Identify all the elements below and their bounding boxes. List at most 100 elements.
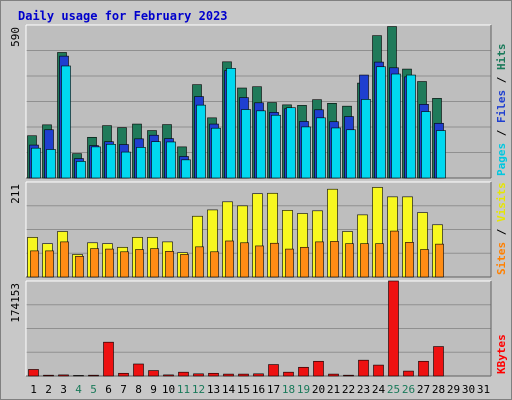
bar-pages-day-13 (211, 127, 221, 179)
bar-pages-day-5 (91, 146, 101, 179)
day-label: 8 (135, 383, 142, 396)
bar-sites-day-14 (225, 240, 234, 278)
bar-sites-day-5 (90, 248, 99, 278)
bar-kbytes-day-17 (268, 364, 279, 377)
bar-kbytes-day-14 (223, 373, 234, 377)
bar-pages-day-4 (76, 161, 86, 179)
bar-pages-day-27 (421, 111, 431, 179)
day-label: 28 (432, 383, 445, 396)
bar-pages-day-1 (31, 147, 41, 179)
bar-kbytes-day-15 (238, 373, 249, 377)
bar-pages-day-16 (256, 110, 266, 179)
bar-sites-day-16 (255, 245, 264, 278)
legend-entry: KBytes (495, 334, 508, 374)
bar-sites-day-8 (135, 249, 144, 278)
bar-pages-day-18 (286, 107, 296, 179)
bar-sites-day-4 (75, 255, 84, 278)
bar-sites-day-24 (375, 243, 384, 278)
bar-sites-day-6 (105, 248, 114, 278)
bar-pages-day-2 (46, 149, 56, 179)
day-label: 15 (237, 383, 250, 396)
bar-pages-day-24 (376, 66, 386, 179)
day-label: 24 (372, 383, 386, 396)
bar-sites-day-10 (165, 251, 174, 278)
day-label: 11 (177, 383, 190, 396)
bar-kbytes-day-26 (403, 370, 414, 377)
day-label: 18 (282, 383, 295, 396)
bar-pages-day-26 (406, 74, 416, 179)
bar-kbytes-day-25 (388, 280, 399, 377)
day-label: 27 (417, 383, 430, 396)
bar-kbytes-day-13 (208, 372, 219, 377)
bot-legend: KBytes (495, 334, 508, 374)
bar-kbytes-day-8 (133, 363, 144, 377)
day-label: 12 (192, 383, 205, 396)
day-label: 6 (105, 383, 112, 396)
day-label: 25 (387, 383, 400, 396)
bar-pages-day-25 (391, 73, 401, 179)
bar-kbytes-day-22 (343, 374, 354, 377)
bar-pages-day-8 (136, 147, 146, 179)
day-label: 10 (162, 383, 175, 396)
bar-sites-day-18 (285, 248, 294, 278)
bar-sites-day-11 (180, 254, 189, 278)
bar-sites-day-22 (345, 243, 354, 278)
bar-kbytes-day-2 (43, 374, 54, 377)
bar-pages-day-10 (166, 141, 176, 179)
day-label: 1 (30, 383, 37, 396)
bar-pages-day-23 (361, 99, 371, 179)
legend-entry: Files (495, 90, 508, 123)
bar-sites-day-3 (60, 241, 69, 278)
legend-entry: Hits (495, 44, 508, 71)
bar-pages-day-22 (346, 129, 356, 179)
bar-sites-day-21 (330, 241, 339, 278)
day-label: 5 (90, 383, 97, 396)
day-label: 23 (357, 383, 370, 396)
day-label: 21 (327, 383, 340, 396)
bar-kbytes-day-1 (28, 369, 39, 377)
bar-sites-day-12 (195, 246, 204, 278)
bar-kbytes-day-28 (433, 346, 444, 377)
bar-pages-day-7 (121, 151, 131, 179)
legend-entry: Visits (495, 182, 508, 222)
bar-kbytes-day-9 (148, 370, 159, 377)
bar-pages-day-14 (226, 68, 236, 179)
day-label: 17 (267, 383, 280, 396)
legend-entry: Pages (495, 143, 508, 176)
bar-kbytes-day-4 (73, 375, 84, 377)
bar-pages-day-15 (241, 109, 251, 179)
bar-kbytes-day-5 (88, 374, 99, 377)
bar-pages-day-28 (436, 130, 446, 179)
bar-kbytes-day-20 (313, 360, 324, 377)
bar-kbytes-day-21 (328, 373, 339, 377)
bar-sites-day-13 (210, 251, 219, 278)
bar-pages-day-17 (271, 114, 281, 179)
legend-entry: / (495, 123, 508, 143)
day-label: 19 (297, 383, 310, 396)
day-label: 14 (222, 383, 236, 396)
bar-pages-day-19 (301, 126, 311, 179)
legend-entry: / (495, 70, 508, 90)
bar-kbytes-day-23 (358, 359, 369, 377)
mid-legend: Sites / Visits (495, 182, 508, 275)
bar-pages-day-3 (61, 65, 71, 179)
day-label: 2 (45, 383, 52, 396)
bar-sites-day-25 (390, 230, 399, 278)
day-label: 26 (402, 383, 415, 396)
bar-kbytes-day-10 (163, 374, 174, 377)
bar-sites-day-15 (240, 242, 249, 278)
bar-sites-day-26 (405, 242, 414, 278)
day-label: 29 (447, 383, 460, 396)
bar-pages-day-12 (196, 104, 206, 179)
mid-max-label: 211 (9, 184, 22, 204)
bar-sites-day-2 (45, 250, 54, 278)
bar-pages-day-20 (316, 117, 326, 179)
bar-sites-day-19 (300, 246, 309, 278)
bar-kbytes-day-3 (58, 374, 69, 377)
bar-pages-day-21 (331, 127, 341, 179)
day-label: 9 (150, 383, 157, 396)
bar-kbytes-day-18 (283, 371, 294, 377)
day-label: 13 (207, 383, 220, 396)
day-label: 20 (312, 383, 325, 396)
bar-kbytes-day-27 (418, 360, 429, 377)
